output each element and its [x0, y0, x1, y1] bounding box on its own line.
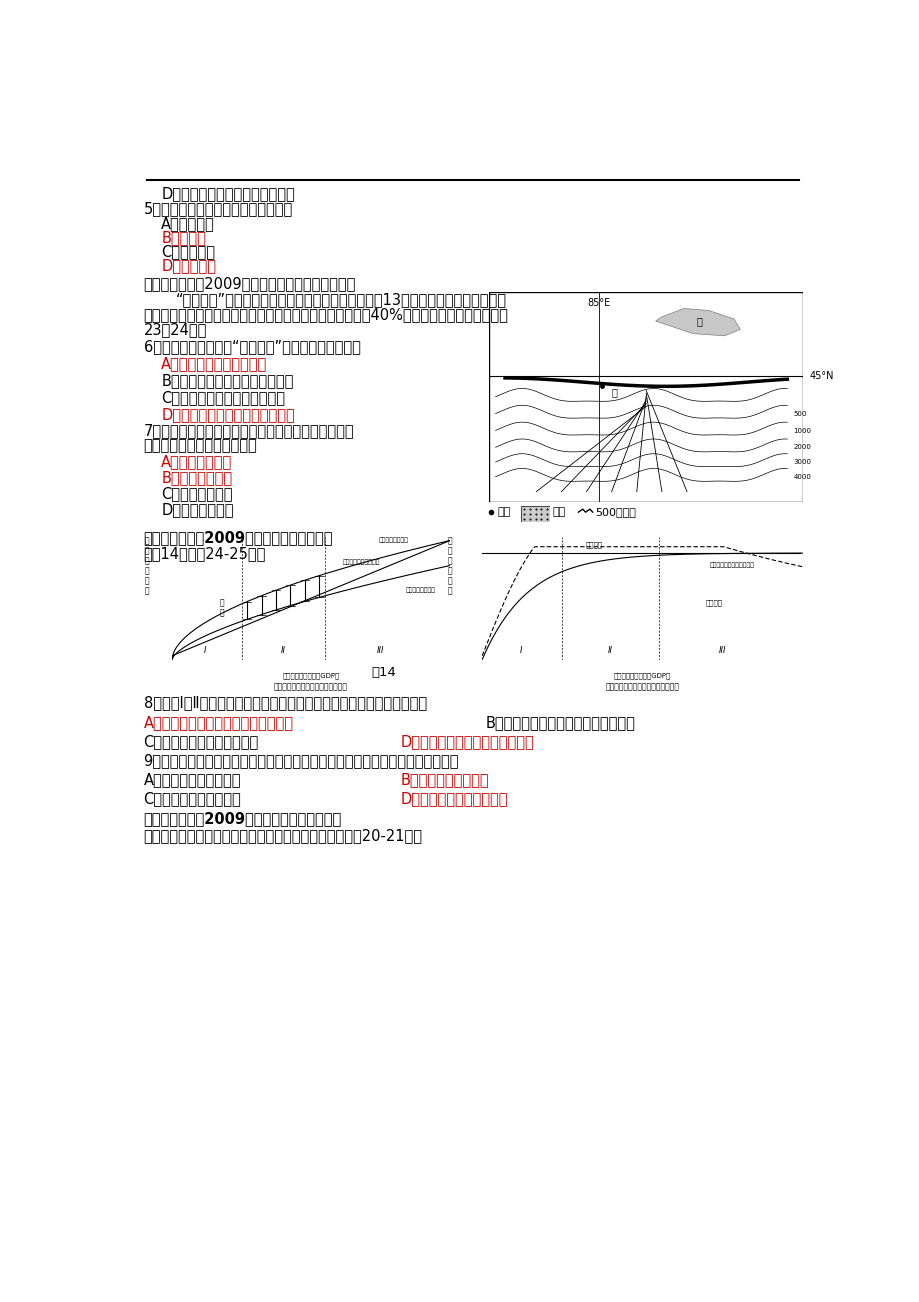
- Text: C．附近有铁路经过，交通便利: C．附近有铁路经过，交通便利: [161, 391, 285, 405]
- Text: 5．依图示信息可知该农场可能分布在: 5．依图示信息可知该农场可能分布在: [143, 201, 292, 216]
- Text: 其周边环境产生的影响主要有: 其周边环境产生的影响主要有: [143, 439, 257, 453]
- Text: D．对不利自然条件的改善: D．对不利自然条件的改善: [400, 792, 507, 806]
- Text: A．经济发展水平越高，耕地收益越大: A．经济发展水平越高，耕地收益越大: [143, 715, 293, 730]
- Text: A．澳大利亚: A．澳大利亚: [161, 216, 215, 230]
- Text: 23～24题。: 23～24题。: [143, 322, 207, 337]
- Text: 的气候条件和地理环境，是世界上极佳的番茄产地，全世界40%的番茄产自新疆。据此回答: 的气候条件和地理环境，是世界上极佳的番茄产地，全世界40%的番茄产自新疆。据此回…: [143, 307, 508, 322]
- Text: （江苏省镇江市2009届高三第三次调研测试）: （江苏省镇江市2009届高三第三次调研测试）: [143, 811, 341, 827]
- Text: D．灌溉水源主要是纯净的冰雪水: D．灌溉水源主要是纯净的冰雪水: [161, 408, 295, 422]
- Text: B．加拿大: B．加拿大: [161, 230, 206, 245]
- Text: B．经济发展水平越高，耕地利润越大: B．经济发展水平越高，耕地利润越大: [485, 715, 635, 730]
- Text: （江苏省常州市2009届高三期末质量调研）: （江苏省常州市2009届高三期末质量调研）: [143, 530, 333, 544]
- Text: B．农业技术水平提高: B．农业技术水平提高: [400, 772, 488, 788]
- Text: A．农产品市场需求增大: A．农产品市场需求增大: [143, 772, 241, 788]
- Text: A．湖泊面积缩小: A．湖泊面积缩小: [161, 454, 233, 470]
- Text: B．新疆畜牧业发达，自然肥力高: B．新疆畜牧业发达，自然肥力高: [161, 374, 293, 388]
- Text: 500等高线: 500等高线: [595, 508, 635, 517]
- Text: D．生产灵活性差，市场适应性小: D．生产灵活性差，市场适应性小: [161, 186, 295, 201]
- Text: D．湖滨沙漠消失: D．湖滨沙漠消失: [161, 503, 233, 518]
- Text: 沙漠: 沙漠: [552, 508, 565, 517]
- Text: 7．随着甲地区番茄种植面积的不断扩大，对乙湖泊及: 7．随着甲地区番茄种植面积的不断扩大，对乙湖泊及: [143, 423, 354, 439]
- Text: （江苏省徐州市2009届高三年级第一次质量检测）: （江苏省徐州市2009届高三年级第一次质量检测）: [143, 276, 356, 292]
- Text: 图14: 图14: [371, 667, 396, 680]
- Text: 读图14，回答24-25题。: 读图14，回答24-25题。: [143, 546, 266, 561]
- Text: C．湖水富营养化: C．湖水富营养化: [161, 487, 233, 501]
- Text: 图中阴影部分是某农产品世界著名产区分布图，读图完成20-21题。: 图中阴影部分是某农产品世界著名产区分布图，读图完成20-21题。: [143, 828, 422, 844]
- Text: B．湖水盐度升高: B．湖水盐度升高: [161, 470, 233, 486]
- Text: 8．在第Ⅰ、Ⅱ阶段，单位面积耕地收益与经济发展水平的关系，正确的是: 8．在第Ⅰ、Ⅱ阶段，单位面积耕地收益与经济发展水平的关系，正确的是: [143, 695, 426, 710]
- Text: C．马来西亚: C．马来西亚: [161, 243, 215, 259]
- Text: C．农业机械化水平提高: C．农业机械化水平提高: [143, 792, 241, 806]
- Text: C．耕地收益越大，利润越高: C．耕地收益越大，利润越高: [143, 734, 258, 749]
- Text: 9．充分发挥能力状态下的单位面积耕地产量随经济发展水平提高而提高，原因有: 9．充分发挥能力状态下的单位面积耕地产量随经济发展水平提高而提高，原因有: [143, 754, 459, 768]
- Text: A．光照充足，昼夜温差大: A．光照充足，昼夜温差大: [161, 357, 267, 371]
- Text: D．经济作物的收益超过粮食作物: D．经济作物的收益超过粮食作物: [400, 734, 533, 749]
- Text: 6．甲地区生长的番茄“品质优良”，主要是因为甲地区: 6．甲地区生长的番茄“品质优良”，主要是因为甲地区: [143, 340, 360, 354]
- Text: “农夫果园”番茄汁的原料主要来自新疆（产地位于图13中甲地区），新疆拥有独特: “农夫果园”番茄汁的原料主要来自新疆（产地位于图13中甲地区），新疆拥有独特: [176, 292, 506, 307]
- Text: 城市: 城市: [497, 508, 511, 517]
- Text: D．中国东北: D．中国东北: [161, 258, 216, 273]
